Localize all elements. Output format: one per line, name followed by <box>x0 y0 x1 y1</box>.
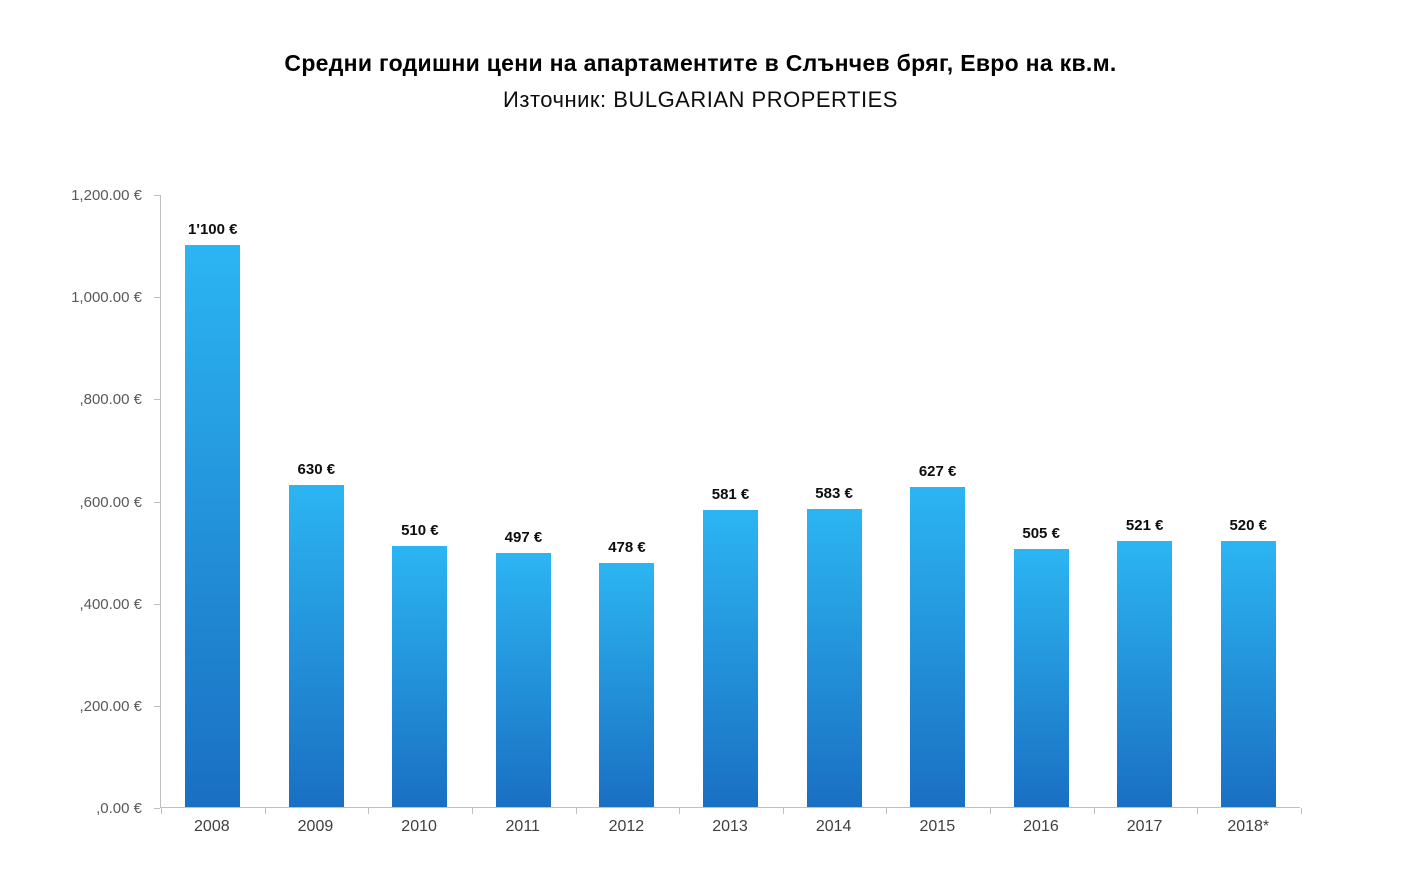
y-tick-mark <box>154 705 160 707</box>
x-tick-mark <box>1093 808 1095 814</box>
category-label: 2015 <box>919 818 956 835</box>
category-label: 2016 <box>1023 818 1059 835</box>
bar-group: 1'100 € <box>161 195 265 807</box>
bar <box>392 546 448 807</box>
x-tick-mark <box>471 808 473 814</box>
y-tick-mark <box>154 399 160 401</box>
y-tick-label: ,800.00 € <box>79 391 142 409</box>
bar-group: 627 € <box>886 195 990 807</box>
bar <box>910 486 966 807</box>
bar-value-label: 1'100 € <box>188 221 238 239</box>
bar-group: 497 € <box>472 195 576 807</box>
chart-title: Средни годишни цени на апартаментите в С… <box>284 50 1117 76</box>
x-tick-mark <box>782 808 784 814</box>
x-tick-mark <box>161 808 162 814</box>
bar-value-label: 583 € <box>815 485 853 503</box>
chart-header: Средни годишни цени на апартаментите в С… <box>0 50 1401 113</box>
bar <box>185 245 241 807</box>
bar-value-label: 521 € <box>1125 516 1164 534</box>
category-label: 2010 <box>401 818 437 835</box>
y-tick-label: 1,000.00 € <box>71 289 142 307</box>
category-label: 2008 <box>194 818 230 835</box>
y-tick-mark <box>154 195 160 196</box>
category-label: 2013 <box>712 818 748 835</box>
bar-group: 510 € <box>368 195 472 807</box>
y-tick-label: ,200.00 € <box>79 697 142 715</box>
y-tick-label: 1,200.00 € <box>71 187 142 204</box>
bar-value-label: 581 € <box>711 486 750 504</box>
y-tick-label: ,400.00 € <box>79 595 142 613</box>
bar-value-label: 510 € <box>401 522 439 540</box>
x-tick-mark <box>1197 808 1199 814</box>
x-tick-mark <box>886 808 888 814</box>
category-label: 2014 <box>815 818 852 835</box>
x-tick-mark <box>575 808 577 814</box>
bar-group: 521 € <box>1093 195 1197 807</box>
chart-subtitle: Източник: BULGARIAN PROPERTIES <box>503 87 898 112</box>
x-axis: 2008 2009 2010 2011 2012 2013 2014 2015 2016 2017… <box>160 818 1300 836</box>
bar-group: 630 € <box>265 195 369 807</box>
y-tick-label: ,600.00 € <box>79 493 142 511</box>
bar-group: 520 € <box>1196 195 1300 807</box>
plot-area: 1'100 € 630 € 510 € 497 € 478 € 581 € 583 € 627… <box>154 195 1302 814</box>
bar-group: 478 € <box>575 195 679 807</box>
y-tick-mark <box>154 603 160 605</box>
bar <box>1117 540 1173 807</box>
bar <box>1220 541 1276 807</box>
bar <box>599 562 655 807</box>
y-tick-mark <box>154 297 160 299</box>
y-tick-label: ,0.00 € <box>96 800 142 817</box>
bar-group: 505 € <box>989 195 1093 807</box>
bar-value-label: 497 € <box>504 529 543 547</box>
bar-group: 583 € <box>782 195 886 807</box>
x-tick-mark <box>368 808 370 814</box>
x-tick-mark <box>990 808 992 814</box>
y-tick-mark <box>154 501 160 503</box>
bar-group: 581 € <box>679 195 783 807</box>
category-label: 2012 <box>608 818 645 835</box>
bar-value-label: 627 € <box>918 462 957 480</box>
bar-value-label: 505 € <box>1022 525 1060 543</box>
bar <box>806 509 862 807</box>
bar <box>1013 549 1069 807</box>
x-tick-mark <box>264 808 266 814</box>
bar <box>288 485 344 807</box>
category-label: 2017 <box>1126 818 1163 835</box>
bar-value-label: 520 € <box>1229 517 1268 535</box>
x-tick-mark <box>1301 808 1302 814</box>
bar <box>703 510 758 807</box>
bar-value-label: 478 € <box>608 538 646 556</box>
x-tick-mark <box>679 808 681 814</box>
y-axis: 1,200.00 € 1,000.00 € ,800.00 € ,600.00 € ,4… <box>0 187 150 817</box>
y-tick-mark <box>154 808 160 809</box>
category-label: 2009 <box>297 818 334 835</box>
category-label: 2011 <box>505 818 540 835</box>
bar <box>495 553 551 807</box>
category-label: 2018* <box>1227 818 1270 835</box>
bar-value-label: 630 € <box>297 461 336 479</box>
